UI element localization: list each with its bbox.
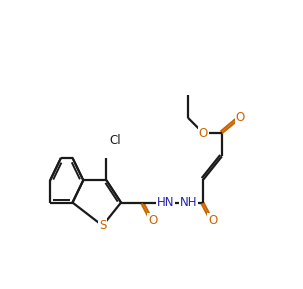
Text: O: O — [236, 111, 245, 124]
Text: O: O — [199, 127, 208, 140]
Text: S: S — [99, 219, 106, 232]
Text: HN: HN — [157, 196, 175, 209]
Text: O: O — [208, 214, 217, 227]
Text: Cl: Cl — [110, 134, 122, 147]
Text: NH: NH — [180, 196, 198, 209]
Text: O: O — [148, 214, 157, 227]
